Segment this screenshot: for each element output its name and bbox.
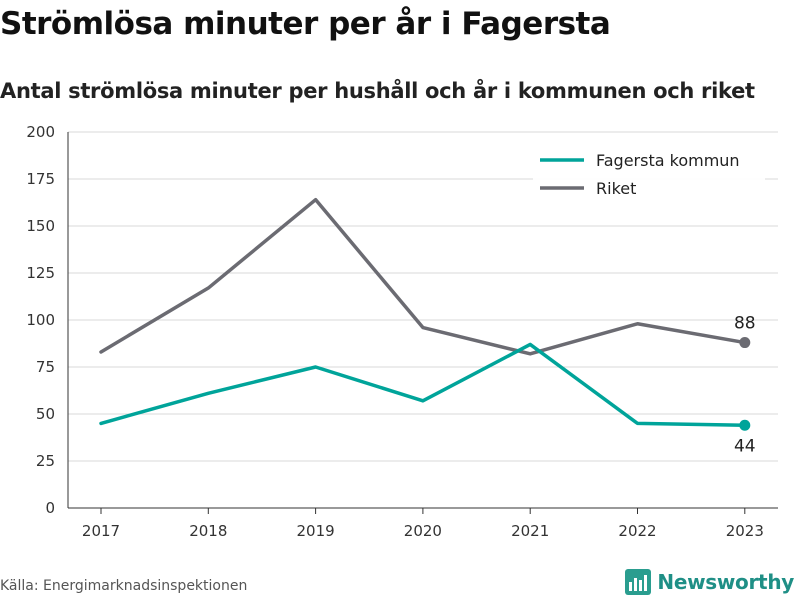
end-label-riket: 88 <box>734 314 756 334</box>
y-tick-label: 25 <box>36 452 55 470</box>
x-tick-label: 2019 <box>297 522 335 540</box>
y-tick-label: 150 <box>26 217 55 235</box>
y-tick-label: 175 <box>26 170 55 188</box>
legend-label-riket: Riket <box>596 179 636 198</box>
legend-box <box>533 144 765 204</box>
x-tick-label: 2018 <box>189 522 227 540</box>
legend-label-fagersta-kommun: Fagersta kommun <box>596 151 740 170</box>
y-tick-label: 75 <box>36 358 55 376</box>
end-marker-riket <box>739 337 751 349</box>
x-tick-label: 2023 <box>726 522 764 540</box>
y-tick-label: 0 <box>45 499 55 517</box>
x-tick-label: 2022 <box>618 522 656 540</box>
chart-title: Strömlösa minuter per år i Fagersta <box>0 6 611 42</box>
source-note: Källa: Energimarknadsinspektionen <box>0 578 248 594</box>
series-line-riket <box>99 197 747 356</box>
end-label-fagersta: 44 <box>734 436 756 456</box>
x-tick-label: 2020 <box>404 522 442 540</box>
series-line-fagersta-kommun <box>99 342 747 428</box>
newsworthy-logo-icon <box>625 569 652 595</box>
y-tick-label: 50 <box>36 405 55 423</box>
brand-name: Newsworthy <box>657 570 794 594</box>
y-tick-label: 200 <box>26 123 55 141</box>
chart-subtitle: Antal strömlösa minuter per hushåll och … <box>0 79 755 103</box>
x-tick-label: 2021 <box>511 522 549 540</box>
y-tick-label: 100 <box>26 311 55 329</box>
brand-logo-group: Newsworthy <box>625 569 794 595</box>
y-tick-label: 125 <box>26 264 55 282</box>
end-marker-fagersta-kommun <box>739 419 751 431</box>
x-tick-label: 2017 <box>82 522 120 540</box>
